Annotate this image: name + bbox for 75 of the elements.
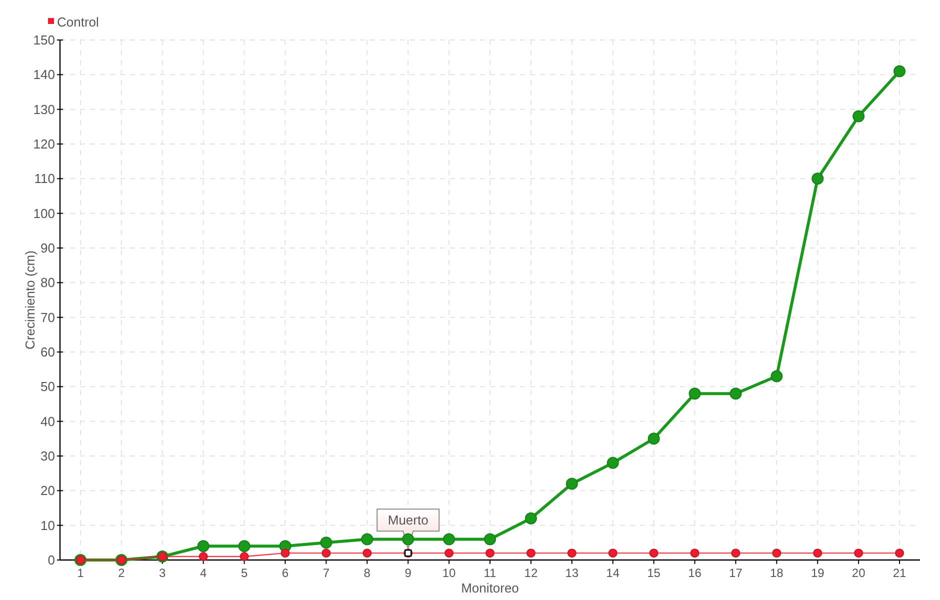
- point: [854, 548, 864, 558]
- y-tick-label: 70: [40, 310, 55, 325]
- x-tick-label: 7: [322, 566, 330, 580]
- point: [524, 512, 537, 524]
- point: [730, 388, 742, 400]
- point: [443, 533, 456, 546]
- point: [813, 548, 822, 558]
- point: [526, 548, 536, 558]
- point: [444, 548, 454, 558]
- point: [895, 548, 904, 558]
- y-tick-label: 110: [34, 171, 55, 186]
- x-tick-label: 9: [404, 566, 412, 580]
- point: [486, 548, 494, 558]
- point: [362, 548, 372, 558]
- point: [320, 536, 332, 549]
- x-tick-label: 21: [892, 566, 907, 580]
- y-tick-label: 60: [40, 344, 55, 360]
- point: [770, 370, 783, 382]
- x-tick-label: 3: [159, 566, 166, 580]
- annotation: Muerto: [388, 512, 428, 528]
- point: [648, 432, 660, 445]
- y-tick-label: 80: [40, 275, 55, 290]
- point: [280, 548, 290, 558]
- x-tick-label: 18: [770, 566, 784, 580]
- y-tick-label: 120: [33, 136, 55, 152]
- x-tick-label: 8: [364, 566, 371, 580]
- x-tick-label: 6: [282, 566, 289, 580]
- point: [484, 533, 496, 546]
- point: [402, 533, 414, 546]
- point: [812, 172, 824, 185]
- legend-label: Control: [57, 14, 100, 30]
- point: [852, 110, 865, 122]
- point: [772, 548, 782, 558]
- y-tick-label: 0: [48, 552, 55, 568]
- y-axis-title: Crecimiento (cm): [22, 250, 38, 350]
- point: [688, 388, 701, 400]
- x-tick-label: 12: [524, 566, 538, 580]
- point: [894, 65, 906, 78]
- point: [240, 552, 249, 562]
- y-tick-label: 150: [33, 32, 55, 48]
- x-tick-label: 19: [810, 566, 825, 580]
- y-tick-label: 140: [33, 67, 55, 82]
- point: [731, 548, 740, 558]
- x-tick-label: 10: [442, 566, 456, 580]
- x-tick-label: 5: [240, 566, 248, 580]
- x-tick-label: 16: [688, 566, 702, 580]
- y-tick-label: 100: [33, 206, 55, 221]
- x-tick-label: 17: [729, 566, 743, 580]
- x-tick-label: 15: [647, 566, 661, 580]
- point: [238, 540, 250, 552]
- x-tick-label: 1: [77, 566, 84, 580]
- y-tick-label: 130: [33, 102, 55, 117]
- x-tick-label: 11: [484, 566, 497, 580]
- y-tick-label: 40: [40, 414, 55, 429]
- y-tick-label: 30: [40, 448, 55, 464]
- point: [361, 533, 374, 546]
- point: [322, 548, 331, 558]
- point: [649, 548, 658, 558]
- y-tick-label: 20: [40, 483, 55, 498]
- point: [608, 548, 618, 558]
- x-tick-label: 13: [565, 566, 579, 580]
- point: [566, 478, 578, 490]
- x-tick-label: 14: [606, 566, 620, 580]
- point: [690, 548, 700, 558]
- point: [606, 456, 619, 469]
- x-tick-label: 20: [852, 566, 866, 580]
- point: [567, 548, 576, 558]
- point: [198, 552, 208, 562]
- y-tick-label: 90: [40, 240, 55, 256]
- y-tick-label: 50: [40, 379, 55, 394]
- x-tick-label: 4: [200, 566, 207, 580]
- y-tick-label: 10: [40, 518, 55, 533]
- point: [197, 540, 210, 552]
- x-axis-title: Monitoreo: [461, 580, 519, 596]
- x-tick-label: 2: [118, 566, 126, 580]
